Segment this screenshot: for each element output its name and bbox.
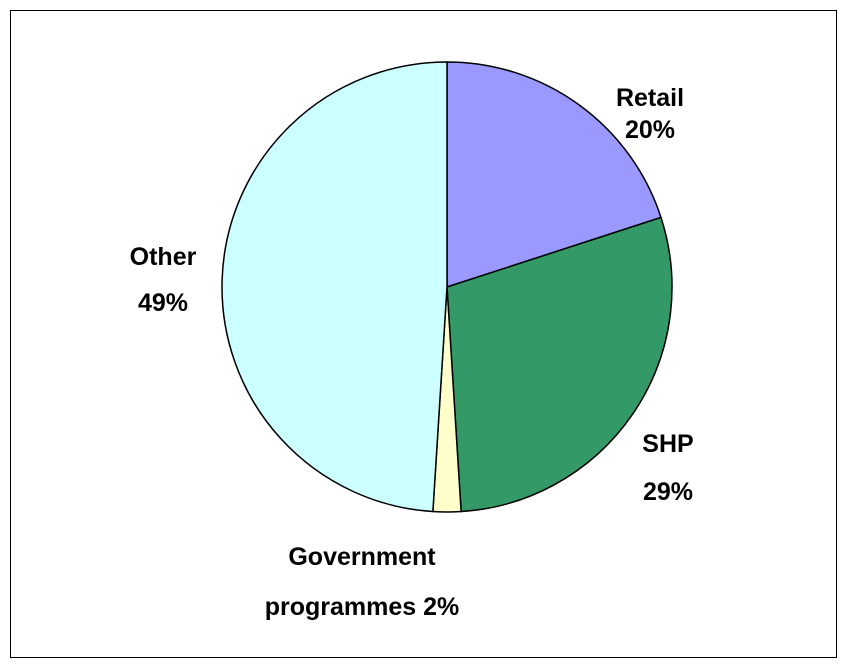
slice-label: Government programmes 2%: [242, 532, 482, 632]
value-label: 2%: [423, 593, 460, 621]
value-label: 29%: [642, 478, 694, 506]
category-label: SHP: [642, 430, 694, 458]
value-label: 49%: [137, 289, 189, 317]
value-label: 20%: [624, 116, 676, 144]
pie-slice: [446, 216, 673, 513]
slice-label: Retail 20%: [616, 82, 684, 146]
slice-label: Other 49%: [130, 234, 197, 326]
pie-slice: [446, 61, 662, 289]
category-label: Retail: [615, 84, 685, 112]
category-label: Government programmes: [264, 543, 436, 621]
pie-slice: [221, 61, 448, 513]
slice-label: SHP 29%: [642, 420, 693, 516]
category-label: Other: [129, 243, 197, 271]
